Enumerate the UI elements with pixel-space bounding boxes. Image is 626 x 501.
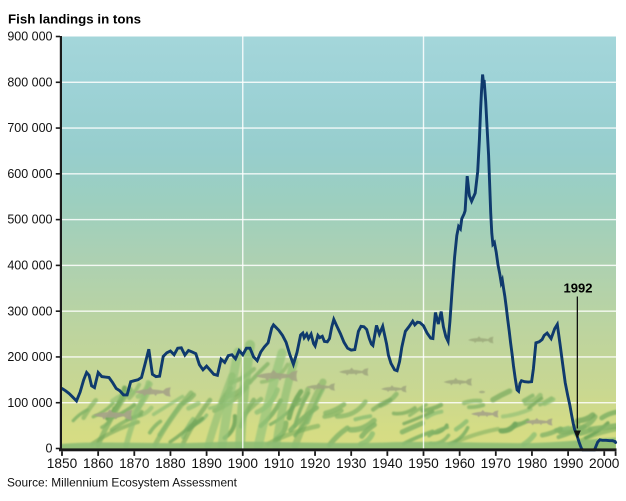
svg-text:1860: 1860 xyxy=(83,456,114,471)
svg-text:1880: 1880 xyxy=(155,456,186,471)
svg-text:1870: 1870 xyxy=(119,456,150,471)
svg-text:1950: 1950 xyxy=(408,456,439,471)
svg-text:0: 0 xyxy=(46,442,53,456)
svg-text:400 000: 400 000 xyxy=(7,259,52,273)
svg-text:1990: 1990 xyxy=(553,456,584,471)
svg-text:1992: 1992 xyxy=(564,280,593,295)
svg-text:900 000: 900 000 xyxy=(7,30,52,44)
svg-text:300 000: 300 000 xyxy=(7,304,52,318)
svg-text:Source: Millennium Ecosystem A: Source: Millennium Ecosystem Assessment xyxy=(7,475,238,489)
svg-text:1910: 1910 xyxy=(264,456,295,471)
svg-text:1850: 1850 xyxy=(47,456,78,471)
svg-text:1980: 1980 xyxy=(517,456,548,471)
svg-text:1900: 1900 xyxy=(228,456,259,471)
svg-text:1960: 1960 xyxy=(444,456,475,471)
svg-text:Fish landings in tons: Fish landings in tons xyxy=(8,11,141,26)
svg-text:1890: 1890 xyxy=(191,456,222,471)
svg-text:700 000: 700 000 xyxy=(7,121,52,135)
svg-text:1940: 1940 xyxy=(372,456,403,471)
svg-text:200 000: 200 000 xyxy=(7,350,52,364)
svg-text:1930: 1930 xyxy=(336,456,367,471)
svg-text:100 000: 100 000 xyxy=(7,396,52,410)
svg-text:1970: 1970 xyxy=(481,456,512,471)
svg-text:600 000: 600 000 xyxy=(7,167,52,181)
svg-text:2000: 2000 xyxy=(589,456,620,471)
svg-text:500 000: 500 000 xyxy=(7,213,52,227)
svg-text:800 000: 800 000 xyxy=(7,75,52,89)
svg-text:1920: 1920 xyxy=(300,456,331,471)
